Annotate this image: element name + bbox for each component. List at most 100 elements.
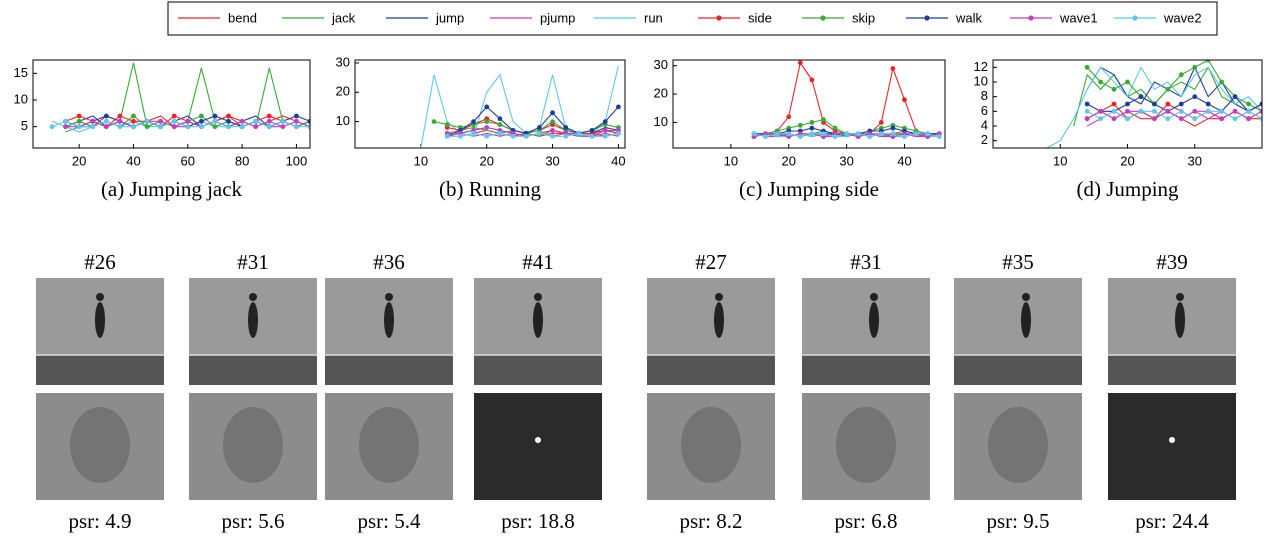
series-marker xyxy=(1219,79,1225,85)
series-marker xyxy=(484,125,490,130)
series-marker xyxy=(786,131,792,137)
series-marker xyxy=(1125,108,1130,114)
series-marker xyxy=(1259,108,1262,114)
series-marker xyxy=(797,60,803,66)
series-marker xyxy=(280,124,286,130)
photo-ground xyxy=(36,355,164,385)
series-marker xyxy=(1125,116,1130,122)
series-marker xyxy=(239,118,245,124)
series-marker xyxy=(809,120,815,125)
series-marker xyxy=(809,131,815,137)
series-marker xyxy=(1084,64,1090,70)
series-marker xyxy=(131,124,136,130)
x-tick-label: 30 xyxy=(1188,153,1202,168)
series-marker xyxy=(158,124,164,130)
frame-label: #41 xyxy=(522,250,554,274)
x-tick-label: 100 xyxy=(286,153,308,168)
series-marker xyxy=(484,133,490,139)
y-tick-label: 20 xyxy=(336,84,350,99)
series-marker xyxy=(602,119,608,124)
series-marker xyxy=(1192,64,1198,70)
series-marker xyxy=(550,119,555,124)
psr-label: psr: 8.2 xyxy=(680,509,743,533)
psr-label: psr: 18.8 xyxy=(501,509,575,533)
series-marker xyxy=(90,118,96,124)
series-marker xyxy=(198,118,204,124)
series-marker xyxy=(1192,108,1198,114)
photo-ground xyxy=(802,355,930,385)
response-blob xyxy=(70,407,130,483)
series-marker xyxy=(1084,108,1090,114)
series-marker xyxy=(1205,60,1211,63)
series-marker xyxy=(1178,108,1184,114)
series-marker xyxy=(63,118,68,124)
series-marker xyxy=(1192,116,1198,122)
series-marker xyxy=(855,131,861,137)
y-tick-label: 15 xyxy=(14,65,28,80)
frame-label: #36 xyxy=(373,250,405,274)
legend-label: walk xyxy=(955,10,983,25)
series-marker xyxy=(616,130,621,136)
legend-label: side xyxy=(748,10,772,25)
series-marker xyxy=(1165,86,1171,92)
series-marker xyxy=(212,124,218,130)
psr-label: psr: 5.4 xyxy=(358,509,422,533)
series-marker xyxy=(1219,116,1225,122)
series-marker xyxy=(563,125,569,130)
series-marker xyxy=(253,118,259,124)
series-marker xyxy=(1178,72,1184,78)
series-marker xyxy=(1259,101,1262,107)
axes-box xyxy=(354,59,626,149)
y-tick-label: 12 xyxy=(974,59,988,74)
series-marker xyxy=(832,134,838,140)
psr-label: psr: 9.5 xyxy=(987,509,1050,533)
series-marker xyxy=(226,118,231,124)
series-marker xyxy=(913,131,919,137)
series-marker xyxy=(902,134,907,140)
series-marker xyxy=(1111,108,1117,114)
series-marker xyxy=(510,133,516,139)
series-marker xyxy=(76,124,82,130)
person-head xyxy=(534,293,542,301)
series-marker xyxy=(49,124,55,130)
y-tick-label: 10 xyxy=(14,91,28,106)
caption: (c) Jumping side xyxy=(739,177,879,201)
series-marker xyxy=(1259,116,1262,122)
person-head xyxy=(96,293,104,301)
caption: (a) Jumping jack xyxy=(101,177,243,201)
series-marker xyxy=(797,134,803,140)
series-marker xyxy=(563,133,569,139)
frame-label: #31 xyxy=(850,250,882,274)
legend-label: pjump xyxy=(540,10,575,25)
series-line xyxy=(1086,110,1262,120)
series-marker xyxy=(1125,79,1130,85)
response-map xyxy=(1108,393,1236,500)
series-marker xyxy=(1205,101,1211,107)
series-marker xyxy=(239,124,245,130)
person xyxy=(869,302,879,338)
series-marker xyxy=(307,118,310,124)
psr-label: psr: 6.8 xyxy=(835,509,898,533)
x-tick-label: 30 xyxy=(545,153,559,168)
y-tick-label: 30 xyxy=(336,54,350,69)
photo-ground xyxy=(647,355,775,385)
person xyxy=(1175,302,1185,338)
response-blob xyxy=(988,407,1048,483)
plot-area xyxy=(1046,60,1262,148)
x-tick-label: 10 xyxy=(724,153,738,168)
legend-label: skip xyxy=(852,10,875,25)
x-tick-label: 60 xyxy=(181,153,195,168)
series-marker xyxy=(253,124,259,130)
frame-label: #39 xyxy=(1156,250,1188,274)
plot-area xyxy=(49,62,310,133)
x-tick-label: 20 xyxy=(479,153,493,168)
series-marker xyxy=(1219,108,1225,114)
y-tick-label: 5 xyxy=(21,118,28,133)
series-marker xyxy=(1125,101,1130,107)
series-marker xyxy=(158,118,164,124)
series-marker xyxy=(1152,116,1157,122)
series-marker xyxy=(890,125,896,131)
series-marker xyxy=(131,113,136,119)
series-marker xyxy=(185,118,191,124)
legend-label: bend xyxy=(228,10,257,25)
